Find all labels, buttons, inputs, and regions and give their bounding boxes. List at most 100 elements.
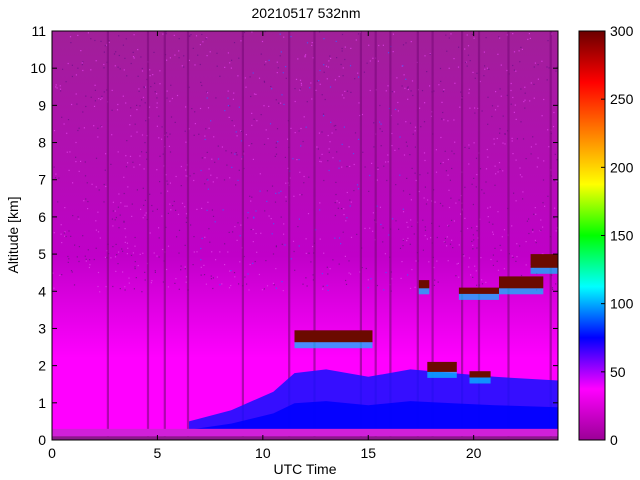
dark-stripe xyxy=(461,31,464,440)
noise-speck xyxy=(294,269,296,271)
noise-speck xyxy=(72,215,74,217)
noise-speck xyxy=(554,207,556,209)
noise-speck xyxy=(93,105,96,107)
noise-speck xyxy=(111,89,113,91)
noise-speck xyxy=(346,90,349,92)
noise-speck xyxy=(362,151,364,153)
noise-speck xyxy=(409,154,411,156)
noise-speck xyxy=(123,220,125,222)
noise-speck xyxy=(137,265,139,267)
noise-speck xyxy=(63,232,65,234)
noise-speck xyxy=(230,67,232,69)
noise-speck xyxy=(138,88,140,90)
cloud-layer xyxy=(499,276,544,289)
noise-speck xyxy=(548,146,550,148)
noise-speck xyxy=(339,160,341,162)
noise-speck xyxy=(494,165,496,167)
noise-speck xyxy=(433,90,435,92)
noise-speck xyxy=(250,228,252,231)
noise-speck xyxy=(67,62,69,65)
noise-speck xyxy=(141,134,144,136)
noise-speck xyxy=(310,82,312,84)
noise-speck xyxy=(450,197,452,199)
noise-speck xyxy=(350,91,352,93)
noise-speck xyxy=(117,66,119,68)
noise-speck xyxy=(120,202,122,204)
noise-speck xyxy=(100,98,102,101)
noise-speck xyxy=(98,98,100,100)
noise-speck xyxy=(130,254,133,256)
noise-speck xyxy=(201,207,203,209)
noise-speck xyxy=(528,218,530,220)
noise-speck xyxy=(552,288,554,291)
noise-speck xyxy=(253,93,256,95)
noise-speck xyxy=(319,160,321,162)
noise-speck xyxy=(407,237,409,239)
noise-speck xyxy=(427,172,429,174)
dark-stripes xyxy=(106,31,552,440)
noise-speck xyxy=(275,142,277,144)
noise-speck xyxy=(494,184,496,186)
noise-speck xyxy=(200,81,202,83)
noise-speck xyxy=(401,261,403,263)
noise-speck xyxy=(513,192,515,194)
noise-speck xyxy=(170,209,172,211)
noise-speck xyxy=(212,277,214,279)
noise-speck xyxy=(376,205,378,207)
noise-speck xyxy=(195,35,198,37)
noise-speck xyxy=(231,120,233,122)
noise-speck xyxy=(292,240,295,242)
noise-speck xyxy=(143,168,145,170)
noise-speck xyxy=(236,154,238,156)
noise-speck xyxy=(357,188,360,190)
noise-speck xyxy=(144,214,146,216)
noise-speck xyxy=(464,48,466,50)
noise-speck xyxy=(145,212,147,214)
noise-speck xyxy=(520,121,522,123)
noise-speck xyxy=(298,218,300,220)
noise-speck xyxy=(151,280,153,282)
noise-speck xyxy=(201,237,203,239)
noise-speck xyxy=(141,291,143,293)
noise-speck xyxy=(169,133,171,135)
noise-speck xyxy=(295,78,298,80)
noise-speck xyxy=(246,283,248,285)
noise-speck xyxy=(521,176,523,178)
noise-speck xyxy=(278,192,280,194)
noise-speck xyxy=(88,266,90,269)
noise-speck xyxy=(170,84,172,86)
noise-speck xyxy=(178,229,181,231)
noise-speck xyxy=(354,132,357,134)
noise-speck xyxy=(275,245,277,247)
noise-speck xyxy=(206,91,208,93)
noise-speck xyxy=(455,275,457,277)
noise-speck xyxy=(134,123,136,125)
noise-speck xyxy=(263,143,266,145)
noise-speck xyxy=(105,185,107,188)
noise-speck xyxy=(423,152,426,154)
noise-speck xyxy=(472,234,474,236)
noise-speck xyxy=(481,189,483,191)
noise-speck xyxy=(272,282,274,284)
noise-speck xyxy=(250,200,252,202)
noise-speck xyxy=(514,104,516,106)
noise-speck xyxy=(118,35,120,37)
noise-speck xyxy=(346,166,348,168)
noise-speck xyxy=(158,256,160,258)
noise-speck xyxy=(208,228,210,230)
noise-speck xyxy=(111,218,113,220)
noise-speck xyxy=(525,264,527,266)
noise-speck xyxy=(93,258,95,261)
noise-speck xyxy=(469,60,471,62)
noise-speck xyxy=(422,219,424,221)
noise-speck xyxy=(334,237,336,239)
noise-speck xyxy=(435,149,437,151)
noise-speck xyxy=(329,86,332,88)
noise-speck xyxy=(506,94,508,96)
noise-speck xyxy=(349,65,352,67)
noise-speck xyxy=(308,176,310,178)
noise-speck xyxy=(117,263,119,265)
noise-speck xyxy=(194,111,196,113)
noise-speck xyxy=(341,143,343,145)
noise-speck xyxy=(166,90,168,92)
